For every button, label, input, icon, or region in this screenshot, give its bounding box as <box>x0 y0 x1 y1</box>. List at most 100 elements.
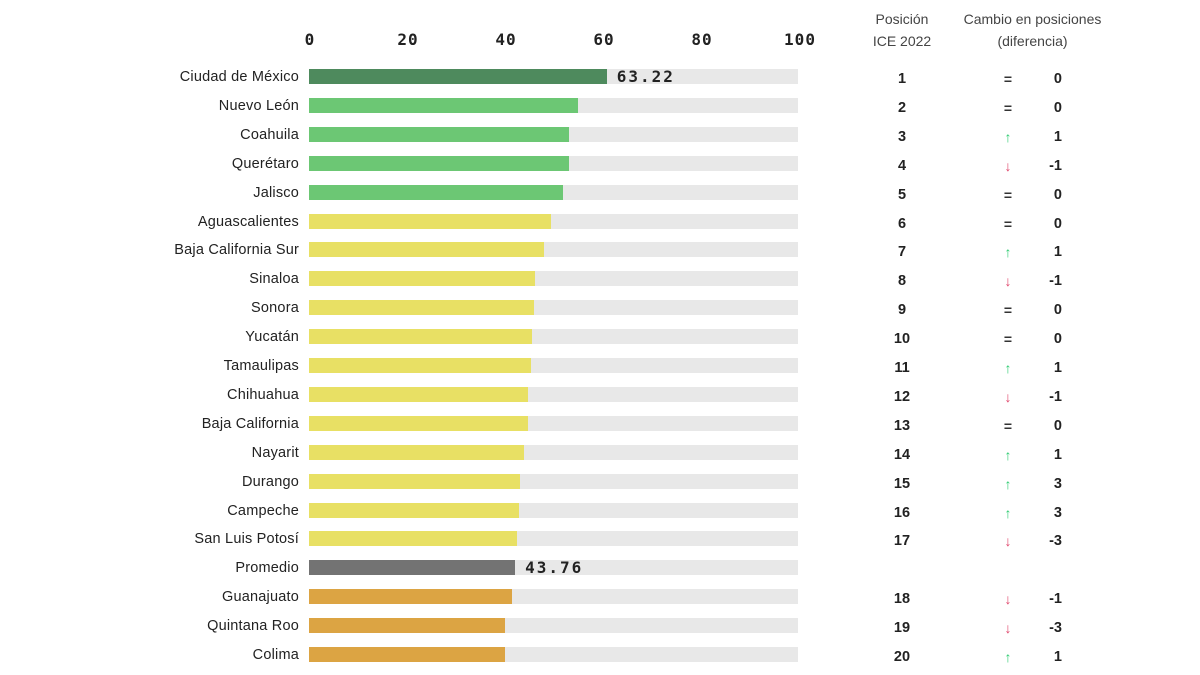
change-value: 0 <box>1053 215 1062 232</box>
change-value: 0 <box>1053 417 1062 434</box>
arrow-up-icon: ↑ <box>1004 244 1012 261</box>
change-value: -1 <box>1049 157 1062 174</box>
change-value: 0 <box>1053 186 1062 203</box>
position-value: 18 <box>893 591 911 608</box>
chart-row: Colima 20 ↑ 1 <box>0 645 1200 665</box>
arrow-up-icon: ↑ <box>1004 446 1012 463</box>
position-value: 12 <box>893 388 911 405</box>
chart-row: Jalisco 5 = 0 <box>0 183 1200 203</box>
position-value: 6 <box>897 215 907 232</box>
value-label: 63.22 <box>616 67 675 86</box>
chart-row: Nuevo León 2 = 0 <box>0 96 1200 116</box>
arrow-up-icon: ↑ <box>1004 504 1012 521</box>
category-label: Nayarit <box>251 444 299 461</box>
position-value: 8 <box>897 273 907 290</box>
arrow-down-icon: ↓ <box>1004 533 1012 550</box>
bar <box>309 126 569 142</box>
bar <box>309 647 505 662</box>
category-label: Querétaro <box>231 155 299 172</box>
change-value: -1 <box>1049 591 1062 608</box>
category-label: Sinaloa <box>249 271 299 288</box>
equal-icon: = <box>1003 331 1013 348</box>
arrow-down-icon: ↓ <box>1004 273 1012 290</box>
bar <box>309 560 516 576</box>
chart-row: Yucatán 10 = 0 <box>0 327 1200 347</box>
chart-row: Quintana Roo 19 ↓ -3 <box>0 616 1200 636</box>
position-value: 1 <box>897 71 907 87</box>
position-value: 13 <box>893 417 911 434</box>
change-value: -1 <box>1049 273 1062 290</box>
chart-row: Querétaro 4 ↓ -1 <box>0 154 1200 174</box>
arrow-down-icon: ↓ <box>1004 591 1012 608</box>
arrow-up-icon: ↑ <box>1004 128 1012 145</box>
category-label: Coahuila <box>240 126 299 143</box>
position-value: 7 <box>897 244 907 261</box>
bar <box>309 415 528 431</box>
value-label: 43.76 <box>525 558 584 578</box>
equal-icon: = <box>1003 215 1013 232</box>
position-value: 9 <box>897 302 907 319</box>
change-value: 0 <box>1053 71 1062 87</box>
chart-row: Aguascalientes 6 = 0 <box>0 212 1200 232</box>
chart-row: Promedio 43.76 <box>0 558 1200 578</box>
position-value: 17 <box>893 533 911 550</box>
x-tick-label: 20 <box>397 30 419 49</box>
bar <box>309 213 552 229</box>
position-value: 20 <box>893 649 911 665</box>
x-tick-label: 40 <box>495 30 517 49</box>
bar <box>309 386 528 402</box>
arrow-down-icon: ↓ <box>1004 157 1012 174</box>
arrow-up-icon: ↑ <box>1004 360 1012 376</box>
change-value: 1 <box>1053 244 1062 261</box>
chart-row: Sonora 9 = 0 <box>0 298 1200 318</box>
chart-row: San Luis Potosí 17 ↓ -3 <box>0 529 1200 549</box>
category-label: Guanajuato <box>222 589 299 606</box>
bar <box>309 502 520 518</box>
equal-icon: = <box>1003 186 1013 203</box>
chart-row: Nayarit 14 ↑ 1 <box>0 443 1200 463</box>
position-value: 11 <box>894 360 910 376</box>
chart-row: Sinaloa 8 ↓ -1 <box>0 269 1200 289</box>
category-label: Nuevo León <box>218 97 299 114</box>
x-tick-label: 0 <box>304 30 316 49</box>
chart-row: Durango 15 ↑ 3 <box>0 472 1200 492</box>
category-label: Quintana Roo <box>207 618 299 635</box>
bar <box>309 300 535 316</box>
chart-row: Tamaulipas 11 ↑ 1 <box>0 356 1200 376</box>
category-label: Baja California <box>201 415 299 432</box>
chart-row: Campeche 16 ↑ 3 <box>0 501 1200 521</box>
change-value: 0 <box>1053 99 1062 116</box>
equal-icon: = <box>1003 99 1013 116</box>
change-value: 0 <box>1053 302 1062 319</box>
bar <box>309 531 518 547</box>
position-value: 3 <box>897 128 907 145</box>
arrow-up-icon: ↑ <box>1004 649 1012 665</box>
x-tick-label: 100 <box>784 30 816 49</box>
change-value: -1 <box>1049 388 1062 405</box>
bar <box>309 184 563 200</box>
category-label: Chihuahua <box>227 386 299 403</box>
category-label: Jalisco <box>253 184 299 201</box>
position-value: 15 <box>893 475 911 492</box>
bar <box>309 473 521 489</box>
category-label: Aguascalientes <box>197 213 299 230</box>
category-label: Campeche <box>227 502 299 519</box>
position-value: 19 <box>893 620 911 637</box>
change-value: 3 <box>1053 475 1062 492</box>
bar <box>309 155 569 171</box>
bar <box>309 618 505 634</box>
equal-icon: = <box>1003 417 1013 434</box>
chart-row: Ciudad de México 63.22 1 = 0 <box>0 67 1200 87</box>
change-header-line2: (diferencia) <box>997 33 1068 49</box>
change-value: 1 <box>1053 446 1062 463</box>
position-value: 16 <box>893 504 911 521</box>
category-label: Baja California Sur <box>174 242 299 259</box>
category-label: Tamaulipas <box>223 358 299 374</box>
arrow-up-icon: ↑ <box>1004 475 1012 492</box>
equal-icon: = <box>1003 302 1013 319</box>
position-value: 14 <box>893 446 911 463</box>
category-label: Durango <box>241 473 299 490</box>
position-value: 5 <box>897 186 907 203</box>
change-value: 1 <box>1053 649 1062 665</box>
position-column-header: Posición ICE 2022 <box>862 8 942 52</box>
